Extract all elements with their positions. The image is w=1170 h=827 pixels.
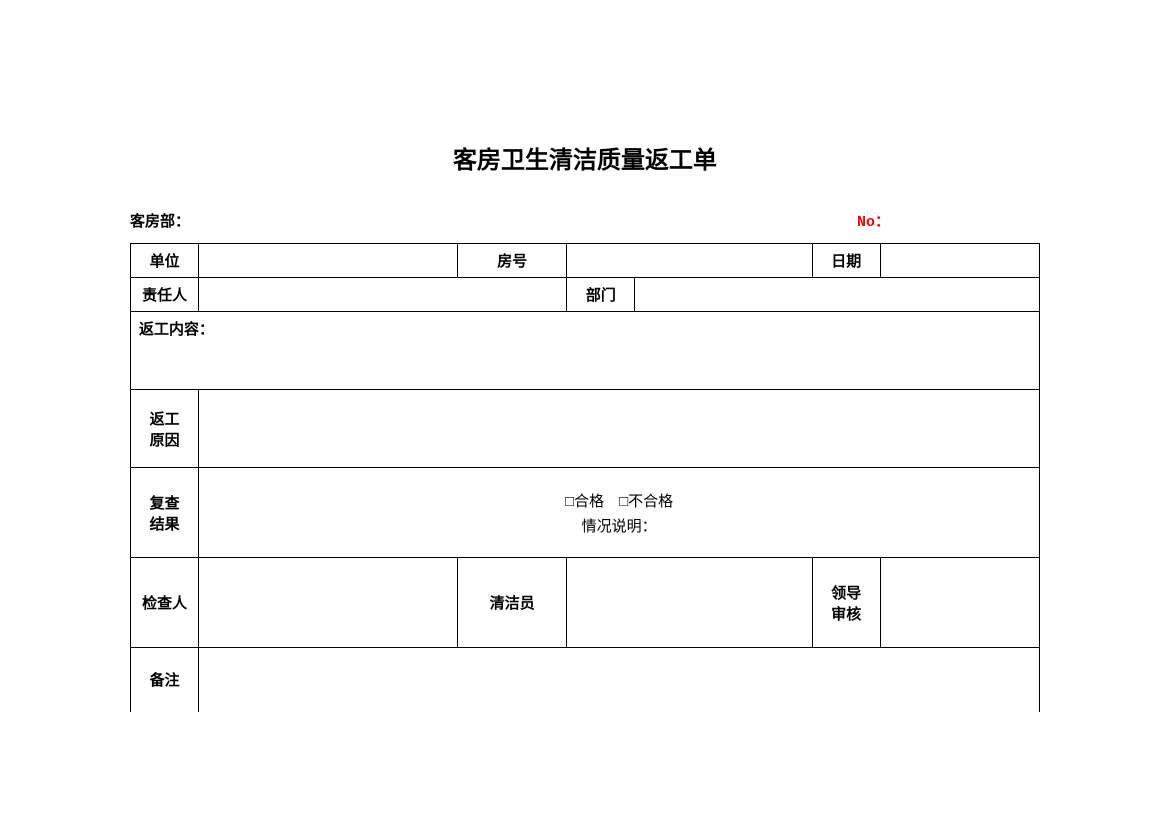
field-department <box>635 278 1040 312</box>
field-date <box>880 244 1039 278</box>
form-title: 客房卫生清洁质量返工单 <box>130 140 1040 175</box>
label-responsible: 责任人 <box>131 278 199 312</box>
field-cleaner <box>567 558 812 648</box>
field-leader-audit <box>880 558 1039 648</box>
label-unit: 单位 <box>131 244 199 278</box>
label-rework-reason: 返工 原因 <box>131 390 199 468</box>
label-date: 日期 <box>812 244 880 278</box>
field-room-no <box>567 244 812 278</box>
field-remark <box>199 648 1040 712</box>
label-remark: 备注 <box>131 648 199 712</box>
field-inspector <box>199 558 458 648</box>
label-recheck-result: 复查 结果 <box>131 468 199 558</box>
dept-label: 客房部： <box>130 210 190 231</box>
recheck-desc-label: 情况说明： <box>207 515 1031 536</box>
field-recheck-result: □合格 □不合格 情况说明： <box>199 468 1040 558</box>
field-responsible <box>199 278 567 312</box>
field-unit <box>199 244 458 278</box>
label-room-no: 房号 <box>458 244 567 278</box>
label-leader-audit: 领导 审核 <box>812 558 880 648</box>
rework-form-table: 单位 房号 日期 责任人 部门 返工内容： 返工 原因 复查 结果 □合格 □不… <box>130 243 1040 712</box>
label-department: 部门 <box>567 278 635 312</box>
recheck-options: □合格 □不合格 <box>207 490 1031 511</box>
label-rework-content: 返工内容： <box>131 312 1040 390</box>
no-label: No： <box>857 210 1040 231</box>
label-inspector: 检查人 <box>131 558 199 648</box>
field-rework-reason <box>199 390 1040 468</box>
label-cleaner: 清洁员 <box>458 558 567 648</box>
